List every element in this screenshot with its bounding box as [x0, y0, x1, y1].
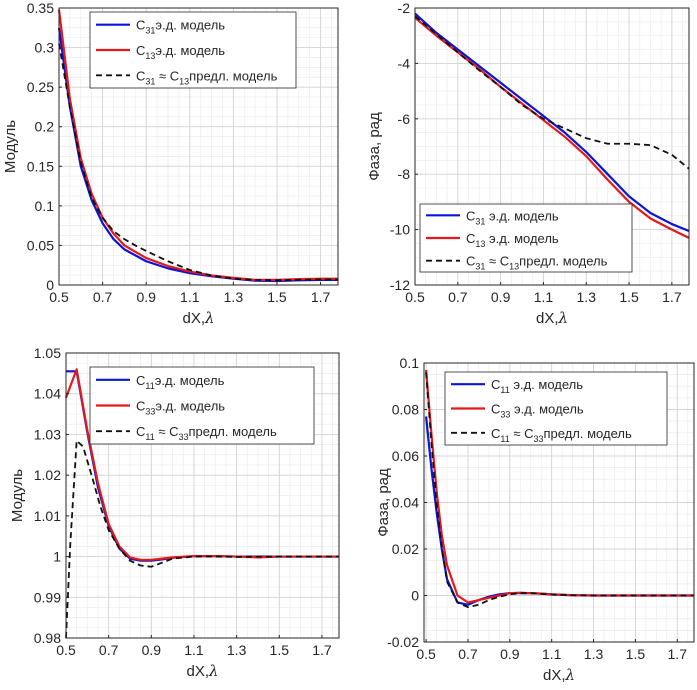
y-axis-label: Модуль — [9, 469, 26, 522]
legend-label-2: C13 э.д. модель — [466, 231, 559, 249]
x-tick-label: 1.3 — [224, 289, 244, 305]
y-tick-label: 0.25 — [27, 79, 54, 95]
y-tick-label: 1 — [53, 549, 61, 565]
x-tick-label: 1.5 — [619, 289, 639, 305]
x-tick-label: 1.5 — [270, 642, 290, 658]
x-tick-label: 1.7 — [312, 642, 332, 658]
x-axis-label: dX,λ — [543, 666, 575, 684]
series-line-3 — [414, 15, 690, 170]
y-tick-label: 1.04 — [34, 386, 61, 402]
series-line-1 — [414, 12, 690, 233]
x-tick-label: 0.7 — [93, 289, 113, 305]
x-tick-label: 1.5 — [626, 646, 646, 662]
y-tick-label: 0.04 — [392, 495, 419, 511]
x-tick-label: 0.9 — [142, 642, 162, 658]
series-line-2 — [57, 9, 338, 281]
legend-label-3: C31 ≈ C13предл. модель — [466, 254, 608, 272]
series-line-1 — [57, 27, 338, 283]
x-tick-label: 0.5 — [56, 642, 76, 658]
legend-label-2: C13э.д. модель — [136, 43, 225, 61]
series-line-3 — [425, 372, 694, 609]
y-tick-label: -12 — [390, 277, 410, 293]
chart-tl: 0.5 0.7 0.9 1.1 1.3 1.5 1.7 0 0.05 0.1 0.15 0.2 0.25… — [2, 0, 339, 327]
x-tick-label: 0.7 — [99, 642, 119, 658]
legend: C31 э.д. модель C13 э.д. модель C31 ≈ C13п… — [419, 203, 633, 273]
x-axis-label: dX,λ — [186, 662, 218, 680]
x-tick-label: 1.7 — [668, 646, 688, 662]
chart-tr: 0.5 0.7 0.9 1.1 1.3 1.5 1.7 -12 -10 -8 -6 -4 -2 dX,λ Ф… — [366, 0, 690, 327]
chart-bl: 0.5 0.7 0.9 1.1 1.3 1.5 1.7 0.98 0.99 1 1.01 1.02 1.… — [9, 345, 340, 680]
axes-box — [65, 352, 340, 639]
x-tick-label: 0.7 — [448, 289, 468, 305]
y-tick-label: 0.05 — [27, 237, 54, 253]
y-tick-label: -0.02 — [387, 634, 419, 650]
y-tick-label: 1.03 — [34, 426, 61, 442]
legend-label-1: C31 э.д. модель — [466, 208, 559, 226]
legend-label-3: C31 ≈ C13предл. модель — [136, 68, 278, 86]
y-tick-label: 1.05 — [34, 345, 61, 361]
y-tick-label: -10 — [390, 222, 410, 238]
y-tick-label: -8 — [398, 166, 411, 182]
x-tick-label: 0.5 — [416, 646, 436, 662]
chart-br: 0.5 0.7 0.9 1.1 1.3 1.5 1.7 -0.02 0 0.02 0.04 0.06 0… — [375, 355, 695, 684]
y-tick-label: 1.02 — [34, 467, 61, 483]
x-tick-label: 0.5 — [49, 289, 69, 305]
x-tick-label: 1.3 — [577, 289, 597, 305]
x-tick-label: 0.9 — [500, 646, 520, 662]
y-axis-label: Фаза, рад — [366, 112, 383, 181]
x-tick-label: 0.9 — [136, 289, 156, 305]
x-tick-label: 0.7 — [458, 646, 478, 662]
x-tick-label: 1.1 — [184, 642, 204, 658]
legend-label-2: C33 э.д. модель — [491, 402, 584, 420]
y-tick-label: 0.99 — [34, 589, 61, 605]
y-tick-label: 0 — [46, 277, 54, 293]
legend-label-2: C33э.д. модель — [136, 399, 225, 417]
y-tick-label: 0.1 — [400, 355, 420, 371]
series-line-3 — [58, 43, 338, 282]
x-tick-label: 1.5 — [267, 289, 287, 305]
x-tick-label: 1.1 — [534, 289, 554, 305]
y-tick-label: 0.98 — [34, 630, 61, 646]
legend-label-3: C11 ≈ C33предл. модель — [136, 424, 277, 442]
y-tick-label: 0.08 — [392, 402, 419, 418]
legend-label-1: C31э.д. модель — [136, 18, 225, 36]
y-tick-label: 0.15 — [27, 158, 54, 174]
y-axis-label: Модуль — [2, 120, 19, 173]
series-line-3 — [65, 439, 339, 639]
legend-label-3: C11 ≈ C33предл. модель — [491, 426, 632, 444]
legend: C11 э.д. модель C33 э.д. модель C11 ≈ C33п… — [444, 371, 668, 446]
y-tick-label: 0 — [411, 588, 419, 604]
x-tick-label: 0.9 — [491, 289, 511, 305]
y-tick-label: -6 — [398, 111, 411, 127]
x-tick-label: 0.5 — [405, 289, 425, 305]
x-tick-label: 1.1 — [180, 289, 200, 305]
series-line-2 — [424, 369, 694, 604]
y-tick-label: 0.02 — [392, 541, 419, 557]
axes-box — [414, 7, 690, 286]
x-tick-label: 1.7 — [662, 289, 682, 305]
y-tick-label: 0.3 — [35, 40, 55, 56]
x-tick-label: 1.3 — [227, 642, 247, 658]
x-axis-label: dX,λ — [536, 309, 568, 327]
y-tick-label: -2 — [398, 0, 411, 16]
x-tick-label: 1.3 — [584, 646, 604, 662]
legend-label-1: C11 э.д. модель — [491, 377, 583, 395]
y-tick-label: 0.06 — [392, 448, 419, 464]
axes-box — [58, 7, 339, 286]
legend: C11э.д. модель C33э.д. модель C11 ≈ C33пре… — [89, 366, 315, 445]
y-tick-label: 0.1 — [35, 198, 55, 214]
y-tick-label: 0.35 — [27, 0, 54, 16]
y-tick-label: 1.01 — [34, 508, 61, 524]
y-axis-label: Фаза, рад — [375, 468, 392, 537]
legend: C31э.д. модель C13э.д. модель C31 ≈ C13пре… — [89, 11, 297, 89]
y-tick-label: -4 — [398, 55, 411, 71]
x-tick-label: 1.1 — [542, 646, 562, 662]
x-axis-label: dX,λ — [182, 309, 214, 327]
x-tick-label: 1.7 — [311, 289, 331, 305]
y-tick-label: 0.2 — [35, 119, 55, 135]
legend-label-1: C11э.д. модель — [136, 373, 225, 391]
